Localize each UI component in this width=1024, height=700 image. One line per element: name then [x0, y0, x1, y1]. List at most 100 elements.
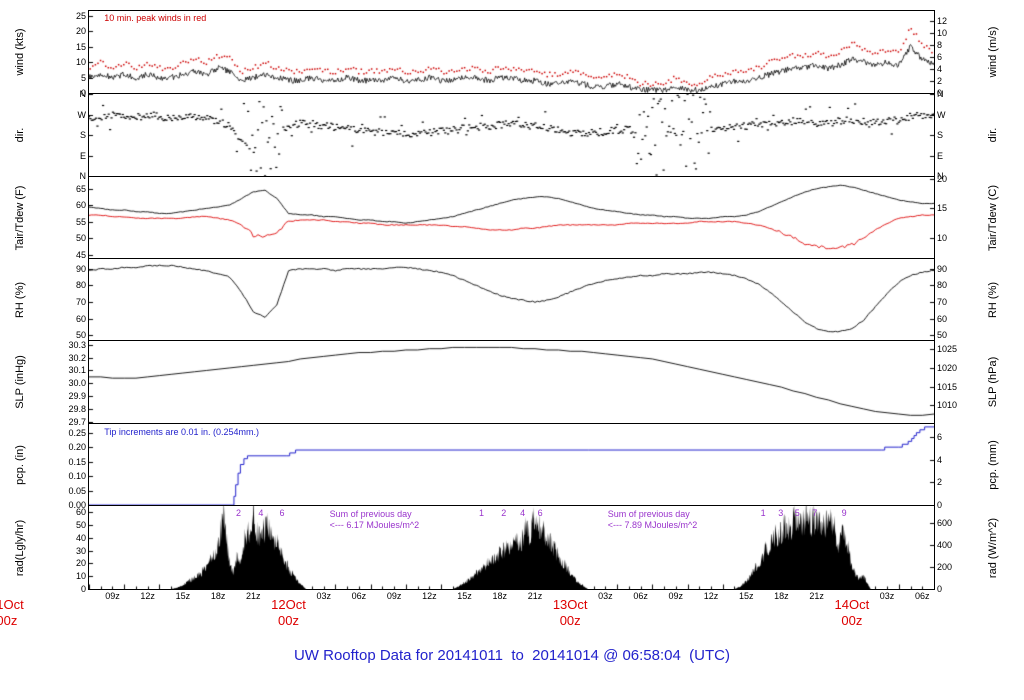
y-tick-label-right-rh: 90	[937, 263, 948, 274]
y-tick-label-right-pcp: 6	[937, 431, 943, 442]
panel-rad	[88, 505, 935, 590]
y-tick-label-left-rh: 60	[75, 313, 86, 324]
y-tick-label-right-rad: 0	[937, 584, 943, 594]
y-tick-label-left-slp: 29.8	[68, 403, 86, 414]
y-tick-label-left-rad: 20	[75, 558, 86, 569]
y-tick-label-left-slp: 30.2	[68, 352, 86, 363]
y-tick-label-right-pcp: 0	[937, 500, 943, 510]
y-tick-label-right-rh: 60	[937, 313, 948, 324]
y-tick-label-right-wind: 8	[937, 39, 943, 50]
y-tick-label-left-pcp: 0.05	[68, 485, 86, 496]
axis-label-right-pcp: pcp. (mm)	[987, 439, 999, 490]
x-date-label-1: 12Oct 00z	[271, 597, 306, 628]
axis-label-left-slp: SLP (inHg)	[14, 355, 26, 409]
x-tick-label-2: 15z	[175, 591, 191, 601]
figure-title: UW Rooftop Data for 20141011 to 20141014…	[293, 647, 731, 664]
annotation-pcp-0: Tip increments are 0.01 in. (0.254mm.)	[104, 427, 259, 437]
chart-canvas-rh	[89, 259, 934, 340]
x-tick-label-9: 15z	[457, 591, 472, 601]
y-tick-label-left-rad: 60	[75, 507, 86, 518]
rad-sum-digit-3: 1	[478, 508, 484, 518]
y-tick-label-right-tair: 20	[937, 173, 948, 184]
y-tick-label-right-slp: 1020	[937, 362, 958, 373]
y-tick-label-right-rad: 200	[937, 562, 953, 573]
axis-label-left-dir: dir.	[14, 127, 26, 143]
y-tick-label-left-slp: 30.1	[68, 365, 86, 376]
y-tick-label-left-pcp: 0.15	[68, 456, 86, 467]
y-tick-label-left-wind: 5	[80, 72, 86, 83]
x-tick-label-13: 06z	[633, 591, 648, 601]
axis-label-right-dir: dir.	[987, 127, 999, 143]
axis-label-right-tair: Tair/Tdew (C)	[987, 184, 999, 251]
chart-canvas-dir	[89, 94, 934, 176]
annotation-rad-1: Sum of previous day <--- 7.89 MJoules/m^…	[607, 509, 698, 530]
rad-sum-digit-10: 7	[812, 508, 818, 518]
axis-label-left-tair: Tair/Tdew (F)	[14, 185, 26, 250]
y-tick-label-left-rad: 50	[75, 520, 86, 531]
panel-rh	[88, 258, 935, 341]
y-tick-label-right-wind: 0	[937, 88, 943, 98]
x-tick-label-17: 18z	[774, 591, 789, 601]
x-tick-label-1: 12z	[140, 591, 155, 601]
chart-canvas-slp	[89, 341, 934, 423]
x-date-label-0: 11Oct 00z	[0, 597, 24, 628]
x-tick-label-3: 18z	[210, 591, 226, 601]
y-tick-label-left-slp: 30.3	[68, 339, 86, 350]
x-tick-label-4: 21z	[246, 591, 261, 601]
y-tick-label-left-slp: 29.9	[68, 391, 86, 402]
y-tick-label-left-tair: 65	[75, 183, 86, 194]
axis-label-left-wind: wind (kts)	[14, 28, 26, 76]
panel-slp	[88, 340, 935, 424]
y-tick-label-left-rh: 50	[75, 330, 86, 341]
panel-dir	[88, 93, 935, 177]
y-tick-label-right-wind: 2	[937, 75, 943, 86]
rad-sum-digit-5: 4	[520, 508, 526, 518]
y-tick-label-right-dir: N	[937, 171, 944, 181]
y-tick-label-left-dir: N	[79, 171, 87, 181]
y-tick-label-left-pcp: 0.25	[68, 427, 86, 438]
x-tick-label-15: 12z	[703, 591, 719, 601]
x-date-label-3: 14Oct 00z	[834, 597, 870, 628]
y-tick-label-right-tair: 15	[937, 203, 948, 214]
y-tick-label-left-rad: 30	[75, 545, 86, 556]
y-tick-label-right-tair: 10	[937, 233, 948, 244]
x-tick-label-0: 09z	[105, 591, 120, 601]
x-tick-label-18: 21z	[809, 591, 824, 601]
y-tick-label-left-rad: 40	[75, 532, 86, 543]
x-tick-label-5: 03z	[316, 591, 331, 601]
y-tick-label-left-wind: 20	[75, 26, 86, 37]
panel-wind	[88, 10, 935, 94]
x-tick-label-12: 03z	[598, 591, 613, 601]
y-tick-label-left-wind: 10	[75, 57, 86, 68]
y-tick-label-left-tair: 50	[75, 233, 86, 244]
chart-canvas-pcp	[89, 424, 934, 505]
chart-canvas-wind	[89, 11, 934, 93]
y-tick-label-right-slp: 1025	[937, 343, 958, 354]
x-tick-label-20: 06z	[914, 591, 930, 601]
chart-canvas-rad	[89, 506, 934, 589]
rad-sum-digit-1: 4	[258, 508, 264, 518]
y-tick-label-left-dir: W	[77, 109, 87, 120]
rad-sum-digit-11: 9	[841, 508, 847, 518]
y-tick-label-left-dir: E	[79, 150, 86, 161]
y-tick-label-left-dir: S	[79, 130, 86, 140]
y-tick-label-left-rh: 70	[75, 296, 86, 307]
y-tick-label-left-slp: 29.7	[68, 416, 86, 427]
rad-sum-digit-9: 5	[794, 508, 800, 518]
x-tick-label-10: 18z	[492, 591, 507, 601]
y-tick-label-left-rad: 0	[80, 584, 86, 594]
annotation-rad-0: Sum of previous day <--- 6.17 MJoules/m^…	[329, 509, 420, 530]
rad-sum-digit-8: 3	[778, 508, 784, 518]
y-tick-label-left-tair: 60	[75, 200, 86, 211]
y-tick-label-right-wind: 12	[937, 15, 948, 26]
y-tick-label-right-dir: E	[937, 150, 944, 161]
rad-sum-digit-4: 2	[501, 508, 507, 518]
y-tick-label-left-dir: N	[79, 89, 87, 99]
y-tick-label-right-wind: 6	[937, 51, 943, 62]
rad-sum-digit-7: 1	[760, 508, 766, 518]
y-tick-label-right-wind: 4	[937, 63, 943, 74]
y-tick-label-left-wind: 0	[80, 88, 86, 98]
y-tick-label-right-slp: 1010	[937, 400, 958, 411]
panel-pcp	[88, 423, 935, 506]
